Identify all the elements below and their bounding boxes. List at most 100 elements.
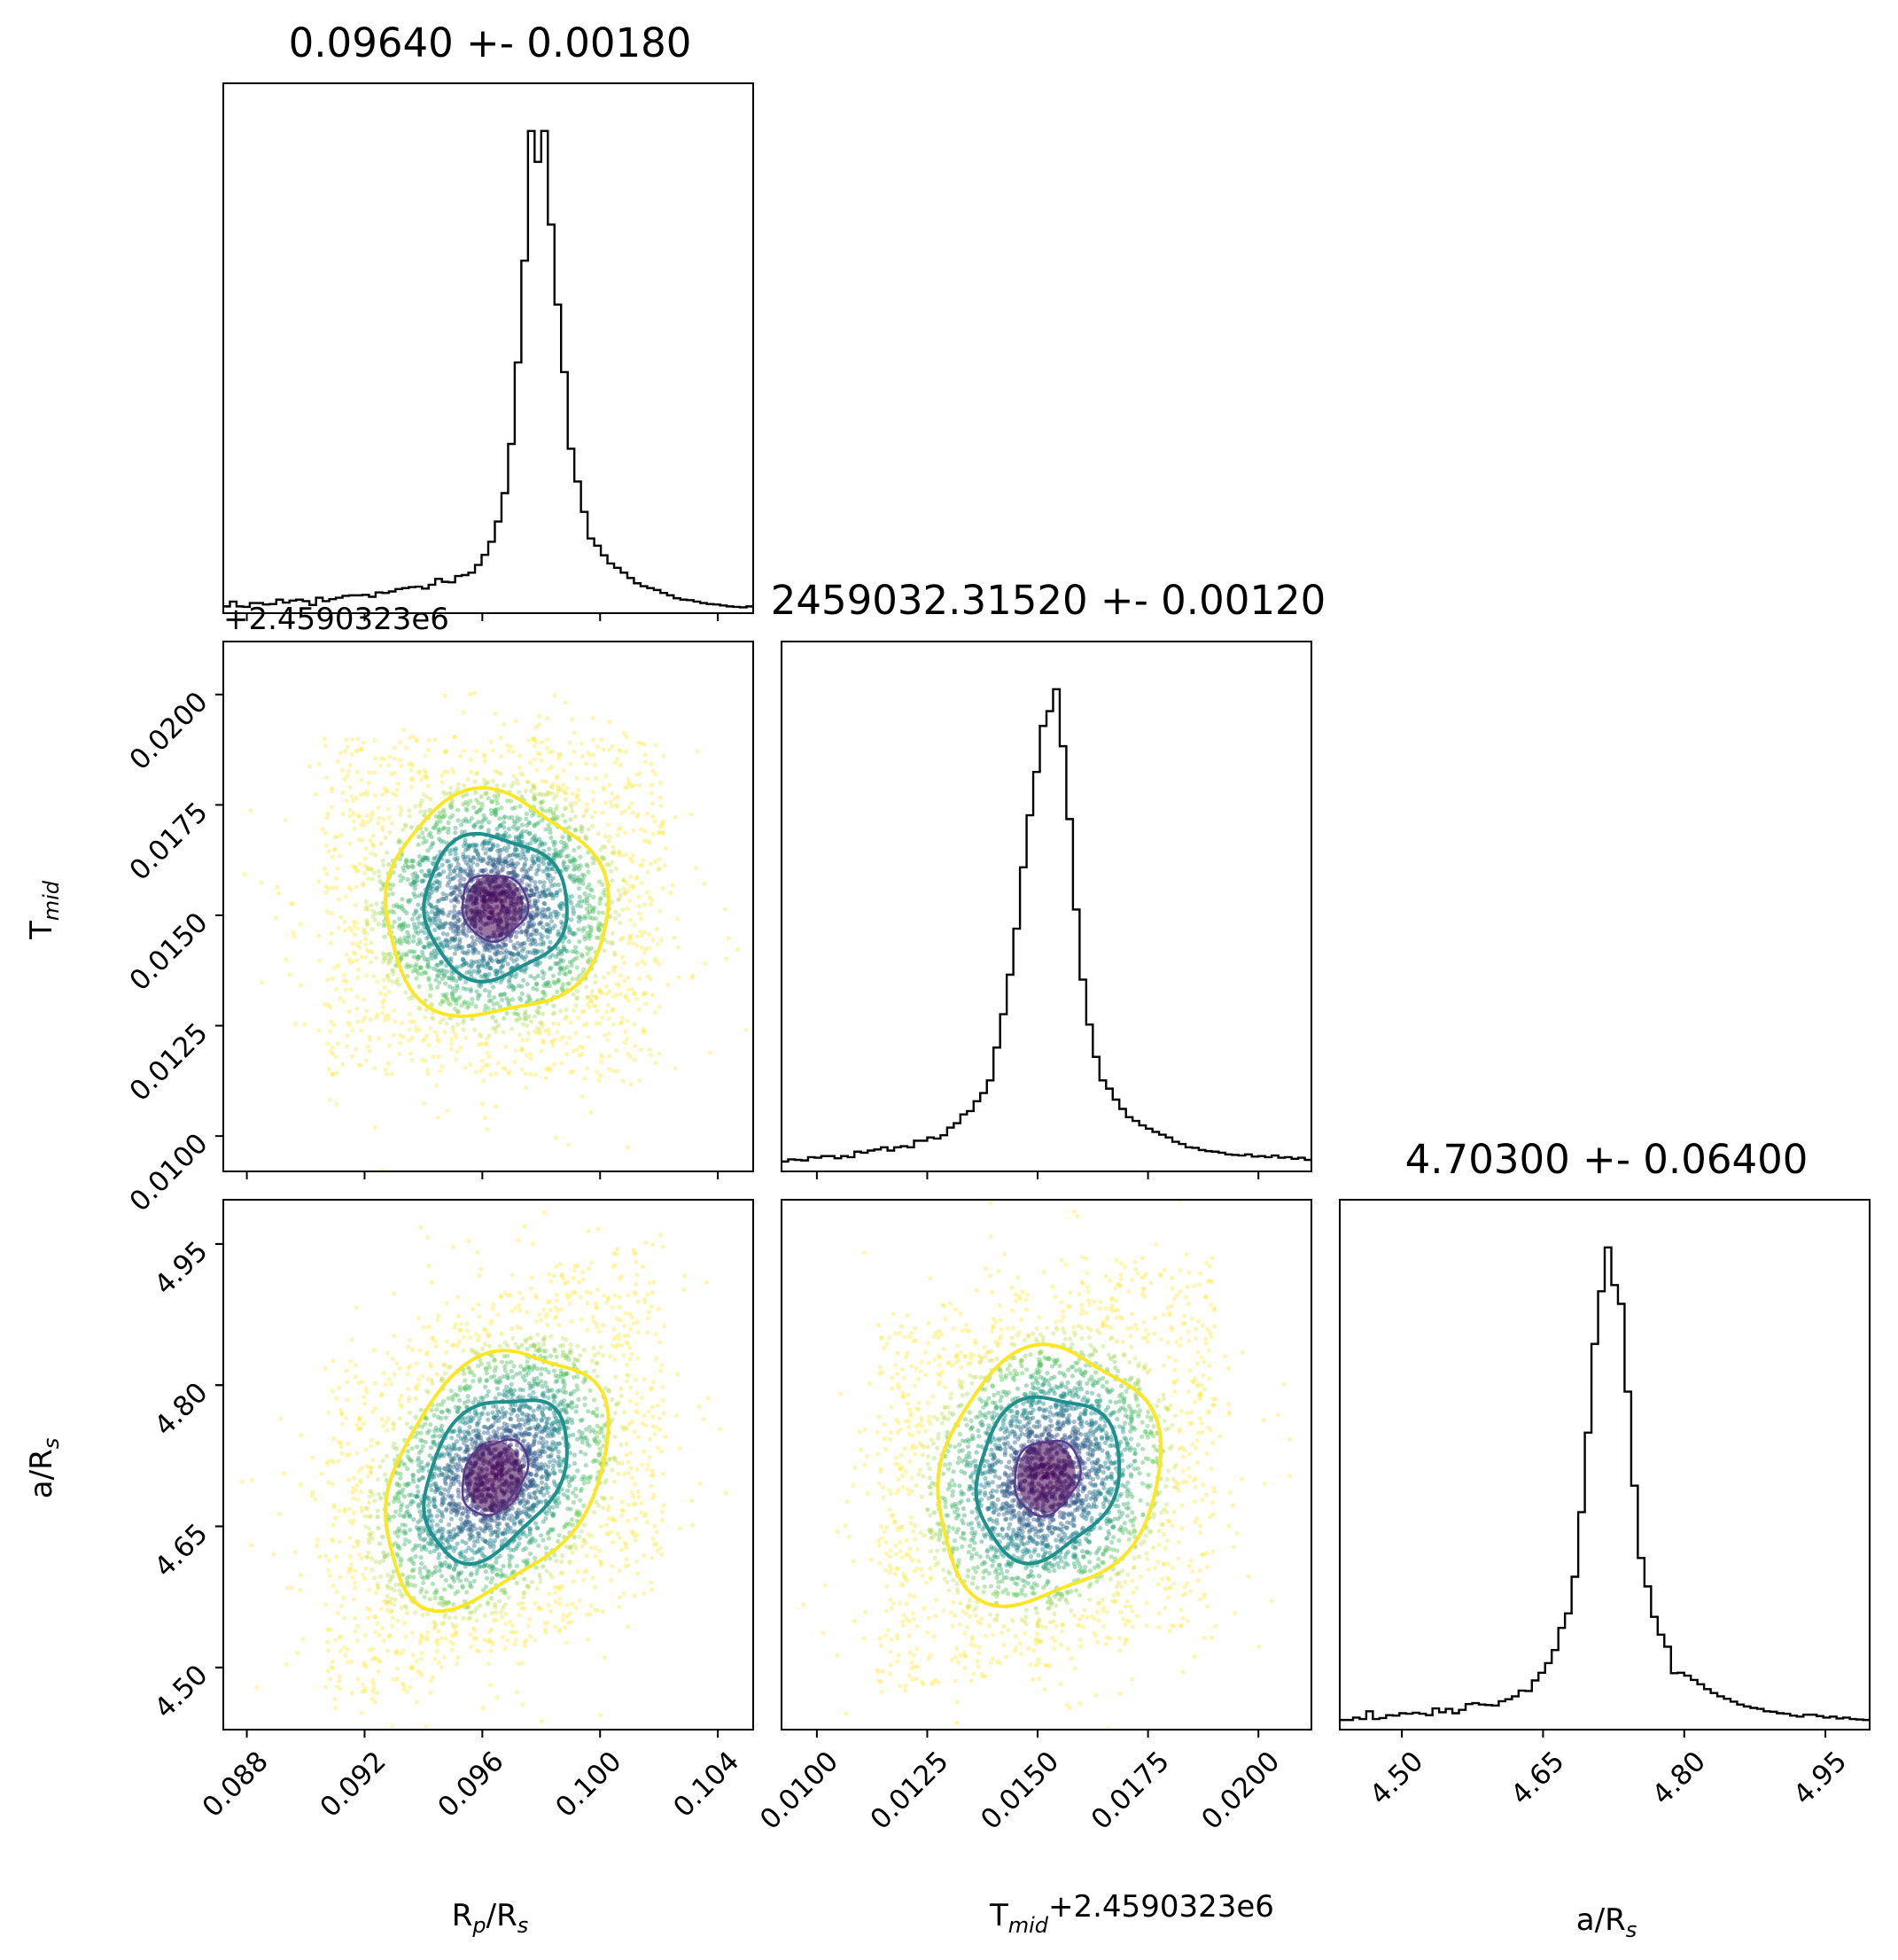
sample-point	[568, 1020, 573, 1025]
sample-point	[383, 922, 388, 928]
sample-point	[541, 1537, 546, 1543]
sample-point	[656, 1306, 661, 1312]
sample-point	[568, 761, 573, 766]
sample-point	[425, 855, 431, 860]
sample-point	[621, 877, 626, 883]
sample-point	[562, 1398, 567, 1404]
sample-point	[562, 844, 567, 849]
sample-point	[513, 934, 519, 939]
sample-point	[539, 1318, 544, 1323]
sample-point	[323, 1602, 329, 1607]
sample-point	[520, 1296, 525, 1302]
sample-point	[650, 992, 656, 998]
sample-point	[447, 1443, 452, 1450]
sample-point	[404, 910, 409, 915]
sample-point	[523, 906, 528, 912]
sample-point	[362, 870, 367, 875]
sample-point	[470, 1437, 475, 1443]
sample-point	[467, 867, 472, 872]
sample-point	[424, 838, 429, 844]
sample-point	[398, 1559, 404, 1564]
sample-point	[450, 924, 455, 929]
sample-point	[540, 779, 546, 784]
sample-point	[408, 881, 413, 887]
sample-point	[537, 879, 543, 885]
sample-point	[519, 880, 525, 885]
sample-point	[479, 867, 486, 874]
sample-point	[432, 1595, 438, 1600]
sample-point	[442, 922, 447, 927]
sample-point	[496, 1527, 502, 1532]
sample-point	[402, 1462, 408, 1467]
sample-point	[532, 928, 537, 933]
sample-point	[329, 1019, 334, 1024]
sample-point	[587, 914, 593, 921]
sample-point	[428, 902, 433, 907]
sample-point	[593, 973, 598, 978]
sample-point	[534, 981, 540, 986]
sample-point	[405, 923, 410, 929]
sample-point	[421, 1537, 426, 1543]
sample-point	[418, 1632, 424, 1637]
sample-point	[563, 948, 569, 953]
sample-point	[491, 862, 496, 867]
sample-point	[358, 1062, 363, 1068]
sample-point	[512, 847, 518, 853]
sample-point	[517, 1032, 522, 1038]
sample-point	[439, 814, 445, 820]
sample-point	[629, 1475, 634, 1481]
sample-point	[592, 906, 597, 911]
sample-point	[536, 820, 541, 826]
sample-point	[663, 1434, 668, 1439]
sample-point	[494, 865, 500, 871]
sample-point	[566, 825, 572, 830]
sample-point	[351, 811, 356, 816]
sample-point	[483, 945, 488, 950]
sample-point	[548, 911, 554, 916]
sample-point	[359, 746, 364, 751]
sample-point	[548, 829, 553, 836]
sample-point	[554, 1313, 559, 1319]
sample-point	[283, 818, 288, 823]
sample-point	[336, 925, 341, 930]
sample-point	[377, 1659, 383, 1665]
sample-point	[556, 789, 561, 794]
sample-point	[642, 961, 648, 967]
sample-point	[421, 855, 426, 860]
sample-point	[575, 1387, 580, 1392]
sample-point	[392, 1291, 397, 1296]
sample-point	[462, 1385, 467, 1390]
sample-point	[600, 810, 606, 815]
sample-point	[451, 915, 456, 921]
sample-point	[494, 957, 500, 962]
sample-point	[441, 1654, 447, 1660]
sample-point	[446, 1493, 451, 1498]
sample-point	[461, 1027, 466, 1032]
sample-point	[468, 869, 473, 875]
sample-point	[513, 873, 518, 878]
sample-point	[488, 1639, 494, 1645]
sample-point	[371, 870, 377, 875]
sample-point	[594, 1499, 599, 1505]
sample-point	[633, 1281, 639, 1287]
sample-point	[590, 789, 596, 795]
sample-point	[450, 876, 455, 882]
sample-point	[548, 1427, 553, 1432]
sample-point	[531, 737, 536, 743]
sample-point	[464, 1328, 470, 1334]
sample-point	[511, 819, 517, 824]
sample-point	[502, 1602, 508, 1607]
sample-point	[468, 989, 474, 994]
sample-point	[453, 988, 459, 993]
sample-point	[478, 1041, 485, 1046]
sample-point	[573, 1545, 579, 1552]
sample-point	[632, 1022, 637, 1027]
sample-point	[567, 1559, 572, 1565]
sample-point	[532, 792, 538, 797]
sample-point	[645, 890, 650, 895]
sample-point	[496, 1513, 502, 1518]
sample-point	[451, 914, 456, 920]
sample-point	[433, 813, 439, 820]
sample-point	[606, 1067, 612, 1072]
sample-point	[409, 949, 415, 954]
